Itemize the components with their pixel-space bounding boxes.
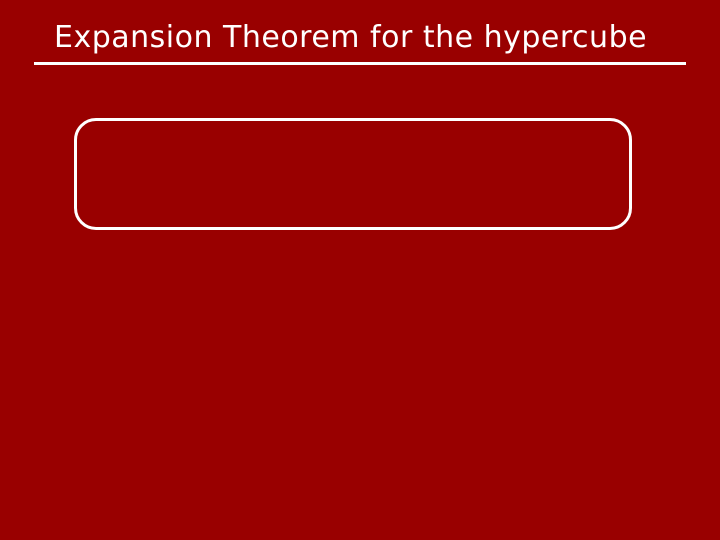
title-underline — [34, 62, 686, 65]
theorem-box — [74, 118, 632, 230]
slide: Expansion Theorem for the hypercube — [0, 0, 720, 540]
slide-title: Expansion Theorem for the hypercube — [54, 20, 647, 55]
